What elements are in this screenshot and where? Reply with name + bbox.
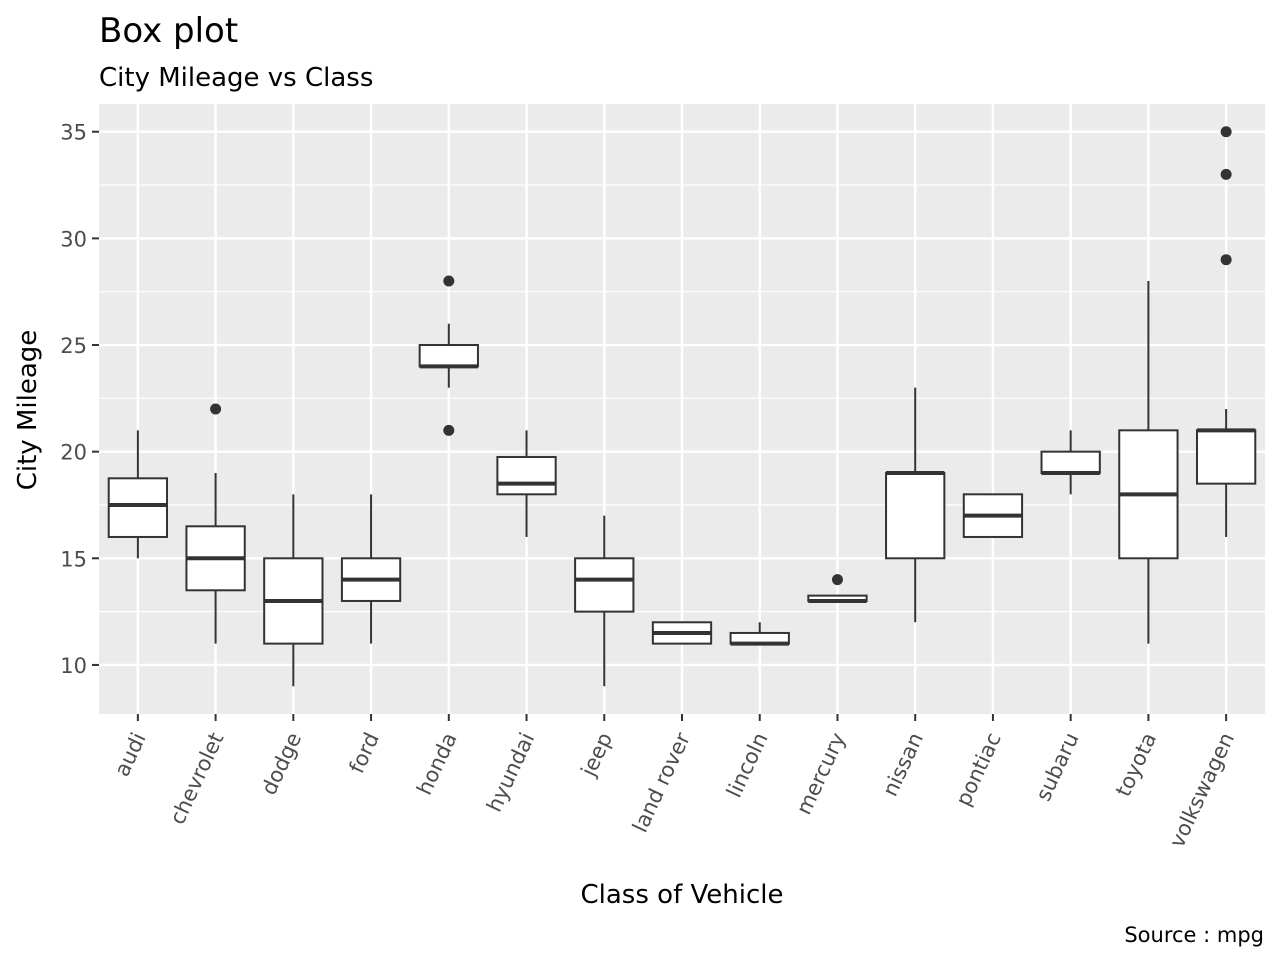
outlier-point xyxy=(443,424,455,436)
box-iqr xyxy=(1040,450,1101,474)
y-tick-label: 35 xyxy=(60,121,87,145)
x-tick-label: dodge xyxy=(257,729,307,799)
chart-title: Box plot xyxy=(99,11,238,51)
y-tick-label: 25 xyxy=(60,334,87,358)
x-tick-label: pontiac xyxy=(951,729,1006,810)
chart-caption: Source : mpg xyxy=(1124,923,1264,947)
box-jeep xyxy=(574,515,635,687)
outlier-point xyxy=(1220,126,1232,138)
x-tick-label: subaru xyxy=(1031,729,1083,805)
box-pontiac xyxy=(962,493,1024,538)
outlier-point xyxy=(443,275,455,287)
x-tick-label: volkswagen xyxy=(1165,729,1239,851)
outlier-point xyxy=(831,574,843,586)
x-tick-label: audi xyxy=(110,729,151,780)
box-lincoln xyxy=(729,622,790,646)
x-axis-title: Class of Vehicle xyxy=(581,880,784,910)
chart-subtitle: City Mileage vs Class xyxy=(99,63,373,93)
x-tick-label: honda xyxy=(412,729,462,799)
x-tick-label: nissan xyxy=(878,729,928,800)
y-tick-label: 15 xyxy=(60,547,87,571)
y-axis-title: City Mileage xyxy=(13,330,43,491)
y-axis: 10 15 20 25 30 35 xyxy=(60,121,99,678)
box-toyota xyxy=(1118,281,1179,644)
box-iqr xyxy=(496,455,557,496)
x-tick-label: lincoln xyxy=(722,729,773,801)
outlier-point xyxy=(210,403,222,415)
outlier-point xyxy=(1220,254,1232,266)
x-tick-label: land rover xyxy=(628,729,695,836)
outlier-point xyxy=(1220,168,1232,180)
box-iqr xyxy=(107,477,169,538)
box-ford xyxy=(340,494,402,644)
box-iqr xyxy=(418,344,479,368)
box-hyundai xyxy=(496,430,557,537)
box-subaru xyxy=(1040,430,1101,495)
box-nissan xyxy=(885,387,946,623)
box-dodge xyxy=(263,494,324,687)
y-tick-label: 20 xyxy=(60,441,87,465)
box-land-rover xyxy=(651,621,713,645)
box-iqr xyxy=(574,557,635,613)
y-tick-label: 10 xyxy=(60,654,87,678)
x-tick-label: hyundai xyxy=(482,729,539,816)
box-honda xyxy=(418,275,479,436)
boxes-layer xyxy=(107,126,1257,687)
x-tick-label: toyota xyxy=(1111,729,1161,800)
x-tick-label: chevrolet xyxy=(165,729,228,828)
box-mercury xyxy=(807,574,868,603)
box-iqr xyxy=(1195,429,1257,485)
box-volkswagen xyxy=(1195,126,1257,537)
box-chevrolet xyxy=(185,403,246,644)
box-iqr xyxy=(885,471,946,560)
x-axis: audi chevrolet dodge ford honda hyundai jeep la… xyxy=(110,714,1239,851)
y-tick-label: 30 xyxy=(60,227,87,251)
x-tick-label: jeep xyxy=(576,729,617,781)
box-audi xyxy=(107,430,169,559)
x-tick-label: ford xyxy=(345,729,384,777)
x-tick-label: mercury xyxy=(792,729,851,818)
